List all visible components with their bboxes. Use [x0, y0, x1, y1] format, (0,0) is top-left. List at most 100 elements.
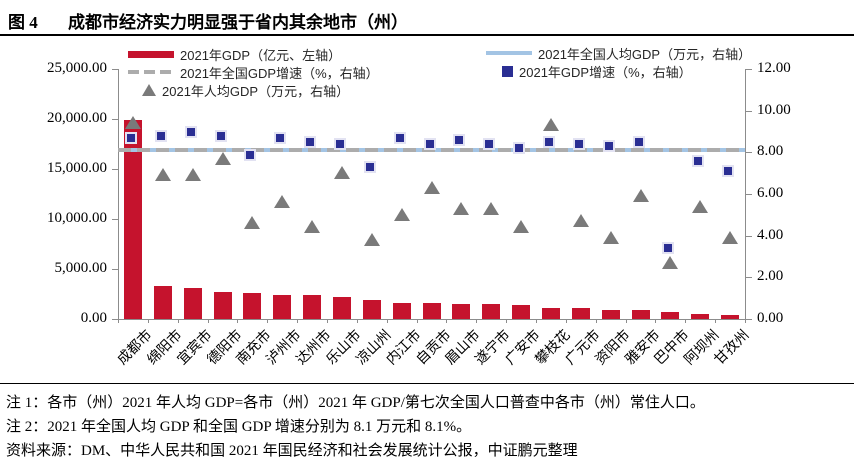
right-axis-tick-label: 6.00: [757, 185, 784, 201]
growth-square: [692, 154, 705, 167]
x-axis-tick: [685, 319, 687, 323]
left-axis-tick-label: 15,000.00: [47, 160, 107, 176]
left-axis-tick-label: 20,000.00: [47, 110, 107, 126]
title-divider: [0, 34, 854, 36]
percapita-triangle: [423, 180, 440, 194]
gdp-bar: [332, 296, 351, 319]
footnote-2: 注 2：2021 年全国人均 GDP 和全国 GDP 增速分别为 8.1 万元和…: [6, 419, 472, 435]
right-axis-tick: [746, 277, 752, 279]
figure-number: 图 4: [8, 13, 38, 32]
gdp-bar: [721, 314, 740, 319]
source-line: 资料来源：DM、中华人民共和国 2021 年国民经济和社会发展统计公报，中证鹏元…: [6, 443, 578, 459]
x-axis-tick: [506, 319, 508, 323]
percapita-triangle: [274, 195, 291, 209]
growth-square: [572, 138, 585, 151]
growth-square: [274, 131, 287, 144]
left-axis-tick: [112, 269, 118, 270]
legend-label: 2021年GDP（亿元、左轴）: [180, 47, 342, 63]
percapita-triangle: [184, 168, 201, 182]
footnote-1: 注 1：各市（州）2021 年人均 GDP=各市（州）2021 年 GDP/第七…: [6, 395, 705, 411]
growth-square: [393, 131, 406, 144]
legend-item-triangle: 2021年人均GDP（万元，右轴）: [128, 81, 349, 99]
legend-item-bar: 2021年GDP（亿元、左轴）: [128, 45, 341, 63]
legend-item-line: 2021年全国人均GDP（万元，右轴）: [486, 44, 751, 62]
right-axis-tick: [746, 235, 752, 237]
national-growth-dashed-line: [118, 148, 745, 153]
gdp-bar: [153, 285, 172, 319]
percapita-triangle: [124, 116, 141, 130]
percapita-triangle: [483, 201, 500, 215]
percapita-triangle: [154, 168, 171, 182]
notes-divider: [0, 383, 854, 384]
x-axis-tick: [536, 319, 537, 323]
right-axis-tick-label: 2.00: [757, 268, 784, 285]
gdp-bar: [213, 292, 232, 319]
legend-label: 2021年全国人均GDP（万元，右轴）: [538, 46, 752, 62]
legend-label: 2021年人均GDP（万元，右轴）: [162, 83, 350, 99]
gdp-bar: [392, 302, 411, 319]
growth-square: [154, 129, 167, 142]
growth-square: [333, 138, 346, 151]
percapita-triangle: [244, 216, 261, 230]
right-axis-tick: [746, 110, 752, 112]
triangle-legend-swatch: [142, 84, 156, 96]
x-axis-tick: [267, 319, 269, 323]
percapita-triangle: [453, 201, 470, 215]
gdp-bar: [362, 299, 381, 319]
gdp-bar: [601, 309, 620, 319]
left-axis-tick-label: 25,000.00: [47, 60, 107, 76]
figure-title-row: 图 4 成都市经济实力明显强于省内其余地市（州）: [8, 8, 848, 33]
percapita-triangle: [692, 199, 709, 213]
legend-label: 2021年全国GDP增速（%，右轴）: [180, 65, 379, 81]
gdp-bar: [183, 287, 202, 319]
gdp-bar: [571, 307, 590, 319]
percapita-triangle: [304, 220, 321, 234]
growth-square: [363, 161, 376, 173]
bottom-axis-line: [118, 319, 746, 320]
x-axis-tick: [715, 319, 717, 323]
right-axis-tick-label: 12.00: [757, 60, 791, 76]
left-axis-tick-label: 5,000.00: [54, 260, 108, 276]
x-axis-tick: [327, 319, 328, 323]
right-axis-tick-label: 0.00: [757, 310, 784, 326]
x-axis-tick: [118, 319, 119, 323]
percapita-triangle: [333, 166, 350, 180]
percapita-triangle: [572, 214, 589, 228]
gdp-bar: [661, 311, 680, 319]
right-axis-tick: [746, 194, 752, 195]
gdp-bar: [452, 303, 471, 319]
growth-square: [244, 148, 257, 161]
left-axis-tick-label: 10,000.00: [47, 210, 107, 226]
right-axis-tick-label: 10.00: [757, 101, 791, 118]
growth-square: [722, 165, 735, 178]
x-axis-tick: [595, 319, 597, 323]
legend-item-dash: 2021年全国GDP增速（%，右轴）: [128, 63, 379, 81]
gdp-bar: [303, 295, 322, 319]
growth-square: [542, 136, 555, 148]
percapita-triangle: [722, 230, 739, 244]
gdp-bar: [691, 314, 710, 319]
right-axis-tick-label: 8.00: [757, 143, 784, 160]
growth-square: [632, 136, 645, 148]
gdp-bar: [482, 304, 501, 319]
gdp-bar: [422, 302, 441, 319]
percapita-triangle: [662, 255, 679, 269]
x-axis-tick: [177, 319, 179, 323]
growth-square: [602, 140, 615, 153]
x-axis-tick: [476, 319, 478, 323]
x-axis-tick: [207, 319, 209, 323]
growth-square: [453, 133, 466, 146]
x-axis-tick: [237, 319, 239, 323]
growth-square: [184, 125, 197, 138]
growth-square: [662, 242, 675, 255]
x-axis-tick: [416, 319, 418, 323]
dash-legend-swatch: [128, 70, 174, 74]
growth-square: [483, 138, 496, 151]
right-axis-line: [745, 69, 746, 319]
right-axis-tick-label: 4.00: [757, 226, 784, 243]
gdp-bar: [123, 119, 142, 319]
growth-square: [423, 138, 436, 151]
x-axis-tick: [356, 319, 358, 323]
x-axis-tick: [625, 319, 627, 323]
